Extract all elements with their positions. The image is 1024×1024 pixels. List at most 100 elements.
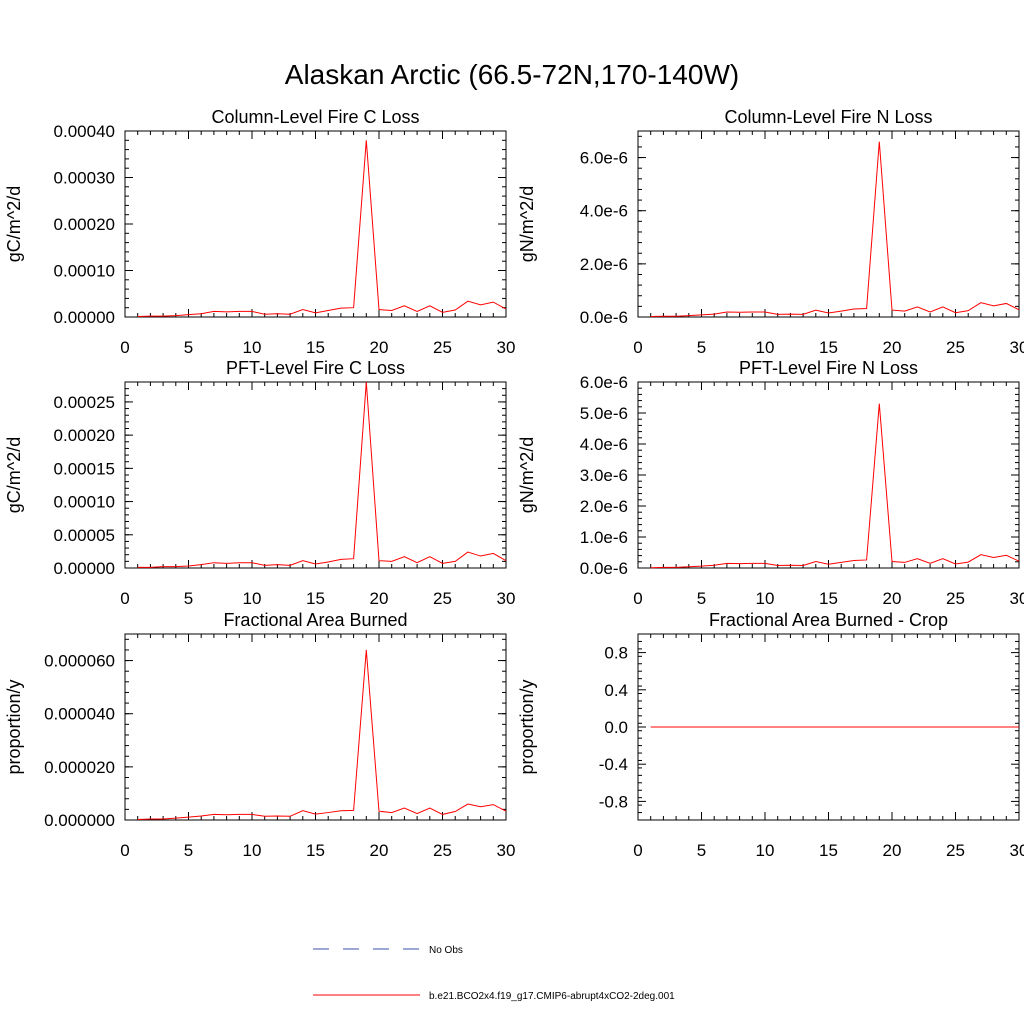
y-tick-label: 4.0e-6: [580, 202, 628, 221]
y-tick-label: 0.00010: [54, 262, 115, 281]
legend-label: No Obs: [429, 945, 463, 956]
y-tick-label: 6.0e-6: [580, 373, 628, 392]
x-tick-label: 25: [946, 589, 965, 608]
x-tick-label: 25: [433, 589, 452, 608]
y-tick-label: 0.000040: [44, 705, 115, 724]
y-tick-label: 5.0e-6: [580, 404, 628, 423]
y-tick-label: 4.0e-6: [580, 435, 628, 454]
x-tick-label: 15: [819, 338, 838, 357]
y-tick-label: 0.000000: [44, 811, 115, 830]
x-tick-label: 10: [756, 841, 775, 860]
plot-frame: [637, 381, 1020, 569]
y-tick-label: 0.00040: [54, 122, 115, 141]
series-line: [650, 141, 1020, 317]
legend: No Obs b.e21.BCO2x4.f19_g17.CMIP6-abrupt4…: [313, 945, 675, 1002]
chart-panel: Fractional Area Burned proportion/y 0 5 10 15…: [4, 610, 515, 860]
series-line: [137, 381, 507, 568]
x-tick-label: 5: [697, 338, 706, 357]
y-tick-label: 0.00025: [54, 393, 115, 412]
x-tick-label: 20: [883, 338, 902, 357]
y-axis-label: proportion/y: [4, 679, 24, 774]
x-tick-label: 25: [433, 338, 452, 357]
x-tick-label: 25: [946, 338, 965, 357]
x-tick-label: 15: [819, 589, 838, 608]
panel-title: Column-Level Fire N Loss: [724, 107, 932, 127]
y-tick-label: 0.0e-6: [580, 559, 628, 578]
panel-title: PFT-Level Fire N Loss: [739, 358, 918, 378]
x-tick-label: 15: [306, 589, 325, 608]
x-tick-label: 0: [633, 841, 642, 860]
y-axis-label: proportion/y: [517, 679, 537, 774]
x-tick-label: 30: [497, 841, 516, 860]
x-tick-label: 20: [370, 841, 389, 860]
panel-title: Fractional Area Burned: [223, 610, 407, 630]
y-tick-label: 0.00020: [54, 426, 115, 445]
y-tick-label: 2.0e-6: [580, 497, 628, 516]
y-axis-label: gC/m^2/d: [4, 186, 24, 262]
y-tick-label: 0.8: [604, 644, 628, 663]
x-tick-label: 5: [697, 841, 706, 860]
y-axis-label: gC/m^2/d: [4, 437, 24, 513]
x-tick-label: 20: [883, 841, 902, 860]
y-tick-label: 0.00005: [54, 526, 115, 545]
y-tick-label: 0.0e-6: [580, 308, 628, 327]
series-line: [137, 140, 507, 318]
x-tick-label: 5: [697, 589, 706, 608]
plot-frame: [124, 381, 507, 569]
x-tick-label: 5: [184, 589, 193, 608]
y-tick-label: 0.0: [604, 718, 628, 737]
x-tick-label: 0: [120, 589, 129, 608]
figure-title: Alaskan Arctic (66.5-72N,170-140W): [285, 59, 739, 90]
x-tick-label: 10: [243, 841, 262, 860]
x-tick-label: 25: [433, 841, 452, 860]
y-tick-label: 0.00000: [54, 559, 115, 578]
x-tick-label: 30: [497, 589, 516, 608]
y-tick-label: -0.4: [599, 755, 628, 774]
y-tick-label: 0.000060: [44, 652, 115, 671]
plot-frame: [124, 633, 507, 821]
plot-frame: [124, 130, 507, 318]
y-tick-label: 0.00010: [54, 493, 115, 512]
chart-panel: Fractional Area Burned - Crop proportion/…: [517, 610, 1024, 860]
x-tick-label: 0: [120, 338, 129, 357]
y-tick-label: 6.0e-6: [580, 149, 628, 168]
x-tick-label: 0: [633, 589, 642, 608]
x-tick-label: 5: [184, 338, 193, 357]
x-tick-label: 10: [756, 338, 775, 357]
x-tick-label: 30: [1010, 589, 1024, 608]
x-tick-label: 20: [370, 338, 389, 357]
x-tick-label: 10: [243, 589, 262, 608]
x-tick-label: 15: [306, 338, 325, 357]
chart-panel: PFT-Level Fire C Loss gC/m^2/d 0 5 10 15 20 25 3…: [4, 358, 515, 608]
x-tick-label: 20: [883, 589, 902, 608]
y-tick-label: 2.0e-6: [580, 255, 628, 274]
y-axis-label: gN/m^2/d: [517, 437, 537, 513]
y-tick-label: -0.8: [599, 792, 628, 811]
y-tick-label: 3.0e-6: [580, 466, 628, 485]
x-tick-label: 0: [633, 338, 642, 357]
x-tick-label: 10: [756, 589, 775, 608]
y-tick-label: 0.00030: [54, 169, 115, 188]
x-tick-label: 15: [819, 841, 838, 860]
panel-grid: Column-Level Fire C Loss gC/m^2/d 0 5 10 15 20…: [4, 107, 1024, 860]
y-tick-label: 0.00020: [54, 215, 115, 234]
panel-title: PFT-Level Fire C Loss: [226, 358, 405, 378]
x-tick-label: 0: [120, 841, 129, 860]
x-tick-label: 5: [184, 841, 193, 860]
x-tick-label: 10: [243, 338, 262, 357]
y-tick-label: 0.00015: [54, 459, 115, 478]
panel-title: Column-Level Fire C Loss: [211, 107, 419, 127]
chart-panel: PFT-Level Fire N Loss gN/m^2/d 0 5 10 15 20 25 3…: [517, 358, 1024, 608]
x-tick-label: 15: [306, 841, 325, 860]
panel-title: Fractional Area Burned - Crop: [709, 610, 948, 630]
legend-label: b.e21.BCO2x4.f19_g17.CMIP6-abrupt4xCO2-2…: [429, 991, 675, 1002]
plot-frame: [637, 130, 1020, 318]
x-tick-label: 30: [497, 338, 516, 357]
series-line: [137, 649, 507, 820]
chart-panel: Column-Level Fire N Loss gN/m^2/d 0 5 10 15 20…: [517, 107, 1024, 357]
series-line: [650, 403, 1020, 569]
y-tick-label: 0.000020: [44, 758, 115, 777]
x-tick-label: 20: [370, 589, 389, 608]
y-axis-label: gN/m^2/d: [517, 186, 537, 262]
